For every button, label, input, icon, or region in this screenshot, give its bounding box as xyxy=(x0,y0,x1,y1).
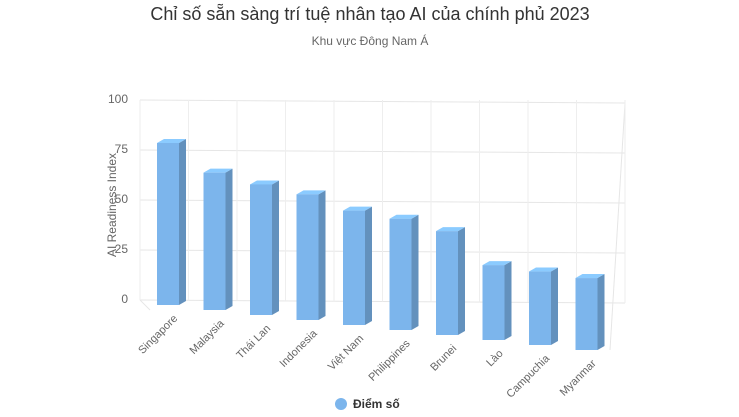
legend-label: Điểm số xyxy=(353,397,400,411)
y-tick-label: 0 xyxy=(121,292,128,306)
bar-top xyxy=(296,190,326,195)
bar xyxy=(296,194,319,320)
bar xyxy=(203,172,226,310)
x-tick-label: Myanmar xyxy=(558,357,599,398)
bar-side xyxy=(597,274,605,350)
chart-subtitle: Khu vực Đông Nam Á xyxy=(312,33,429,48)
bar-side xyxy=(318,190,326,320)
x-tick-label: Singapore xyxy=(136,313,180,357)
bar xyxy=(343,210,365,325)
bar-top xyxy=(389,214,419,219)
bar-side xyxy=(551,267,558,345)
bar-side xyxy=(504,261,512,340)
bar-side xyxy=(365,206,372,325)
back-wall-edge xyxy=(609,102,626,351)
x-tick-label: Philippines xyxy=(367,337,413,383)
bar-top xyxy=(343,206,372,211)
bar-top xyxy=(436,227,465,232)
x-tick-label: Việt Nam xyxy=(326,333,366,373)
legend-marker xyxy=(335,398,347,410)
chart-title: Chỉ số sẵn sàng trí tuệ nhân tạo AI của … xyxy=(150,4,589,24)
x-tick-label: Indonesia xyxy=(277,327,320,370)
x-tick-label: Malaysia xyxy=(187,317,227,357)
bar xyxy=(575,278,598,350)
bar xyxy=(157,143,179,305)
bar-top xyxy=(575,274,605,279)
y-axis-label: AI Readiness Index xyxy=(105,153,119,257)
x-tick-label: Brunei xyxy=(428,343,459,374)
bar-side xyxy=(179,139,186,305)
y-tick-label: 100 xyxy=(108,92,128,106)
bar xyxy=(250,184,272,315)
bar-side xyxy=(411,214,419,330)
bar-side xyxy=(458,227,465,335)
bar-top xyxy=(250,180,279,185)
bar xyxy=(529,271,551,345)
x-tick-label: Thái Lan xyxy=(234,323,273,362)
floor-edge xyxy=(139,299,151,311)
y-tick-label: 25 xyxy=(115,242,129,256)
y-tick-label: 75 xyxy=(115,142,129,156)
bar xyxy=(389,218,412,330)
y-tick-label: 50 xyxy=(115,192,129,206)
bar-side xyxy=(272,180,279,315)
bar-side xyxy=(225,168,233,310)
bar-top xyxy=(157,139,186,143)
x-tick-label: Lào xyxy=(484,348,505,369)
bar-top xyxy=(203,168,233,173)
bar-top xyxy=(482,261,512,266)
bar xyxy=(436,231,458,335)
x-tick-label: Campuchia xyxy=(504,352,552,400)
bar xyxy=(482,265,505,340)
bar-top xyxy=(529,267,558,272)
